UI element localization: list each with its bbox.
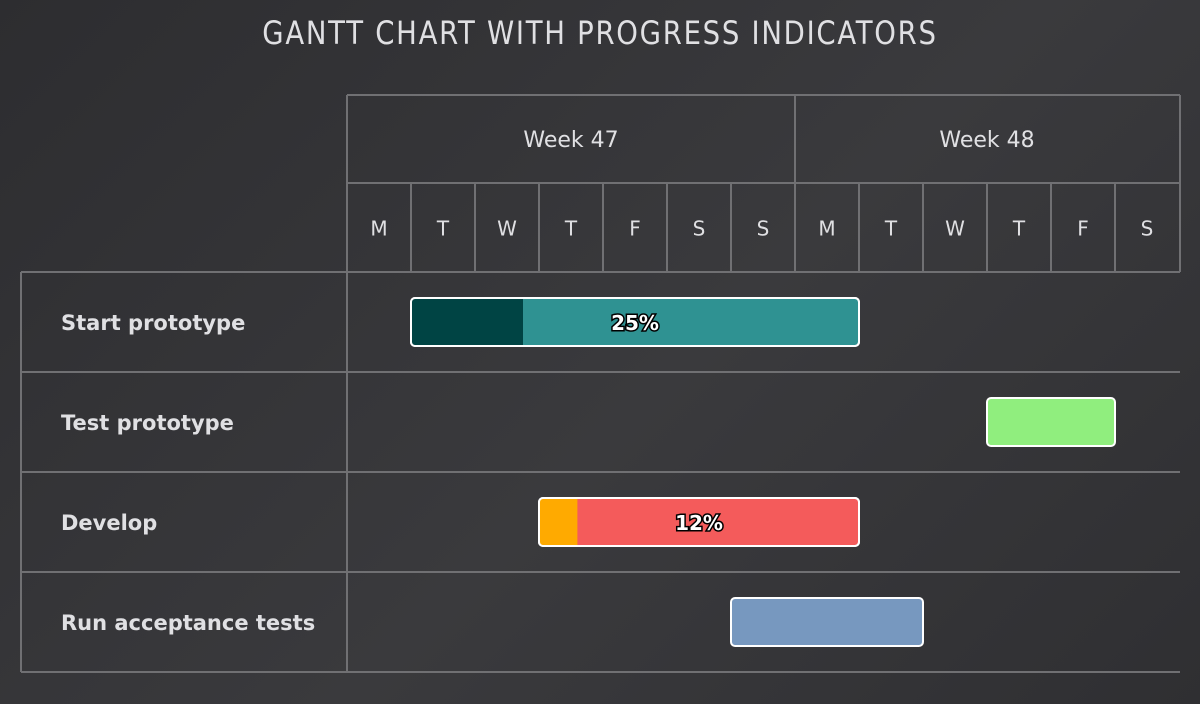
task-bar-fill: [730, 597, 924, 647]
day-label: T: [1012, 217, 1026, 241]
day-label: T: [564, 217, 578, 241]
task-label: Run acceptance tests: [61, 611, 315, 635]
task-bar-outline: [538, 497, 860, 547]
task-bar[interactable]: 12%: [538, 497, 860, 547]
progress-fill: [539, 498, 578, 546]
task-label: Start prototype: [61, 311, 245, 335]
progress-label: 12%: [675, 511, 723, 535]
grid-lines: [20, 94, 1181, 673]
day-label: W: [497, 217, 517, 241]
task-bar[interactable]: [730, 597, 924, 647]
day-label: T: [884, 217, 898, 241]
progress-fill: [411, 298, 523, 346]
day-label: S: [1141, 217, 1154, 241]
day-label: T: [436, 217, 450, 241]
week-label: Week 48: [939, 128, 1034, 153]
task-labels: Start prototype Test prototype Develop Run …: [61, 311, 315, 635]
task-bars: 25% 12%: [410, 297, 1116, 647]
week-label: Week 47: [523, 128, 618, 153]
task-bar[interactable]: 25%: [410, 297, 860, 347]
day-label: F: [1077, 217, 1089, 241]
day-label: S: [693, 217, 706, 241]
day-label: W: [945, 217, 965, 241]
task-label: Develop: [61, 511, 157, 535]
task-bar-outline: [410, 297, 860, 347]
task-label: Test prototype: [61, 411, 234, 435]
task-bar[interactable]: [986, 397, 1116, 447]
timeline-header: Week 47 M T W T F S S Week 48 M T W T F S: [370, 128, 1153, 241]
chart-title: GANTT CHART WITH PROGRESS INDICATORS: [262, 14, 938, 52]
progress-label: 25%: [611, 311, 659, 335]
day-label: M: [818, 217, 835, 241]
task-bar-fill: [986, 397, 1116, 447]
day-label: F: [629, 217, 641, 241]
day-label: S: [757, 217, 770, 241]
day-label: M: [370, 217, 387, 241]
